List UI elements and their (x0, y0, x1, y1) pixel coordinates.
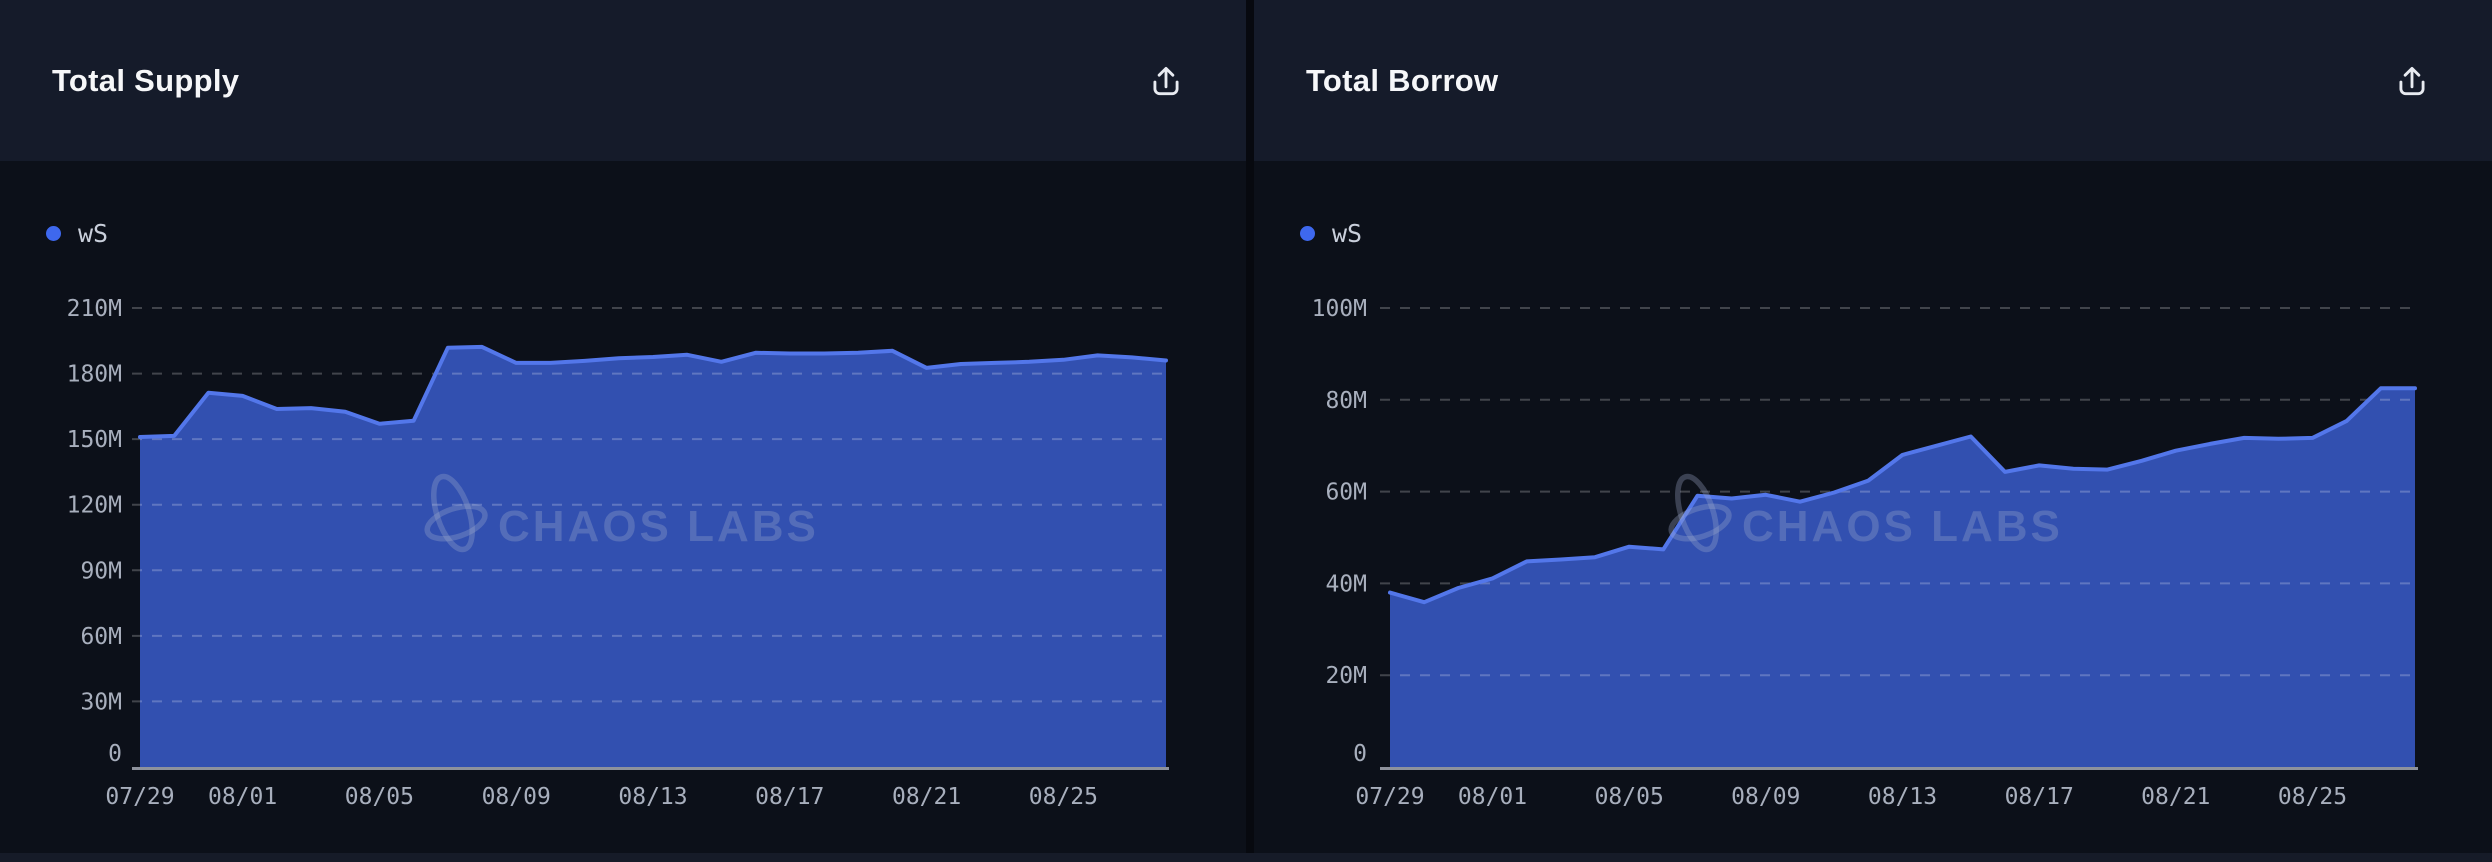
x-axis-label: 08/13 (618, 784, 687, 810)
y-axis-label: 30M (80, 689, 122, 715)
series-line (138, 344, 1168, 439)
y-axis-label: 80M (1325, 388, 1367, 414)
x-axis-label: 08/01 (208, 784, 277, 810)
watermark-text: CHAOS LABS (498, 502, 819, 551)
page-title-total-borrow: Total Borrow (1306, 62, 1499, 98)
chaos-labs-watermark: CHAOS LABS (424, 473, 819, 553)
y-axis-label: 0 (1353, 741, 1367, 767)
x-axis-label: 08/21 (892, 784, 961, 810)
chaos-labs-logo-icon (424, 473, 488, 553)
y-axis-label: 0 (108, 741, 122, 767)
x-axis-label: 08/17 (2005, 784, 2074, 810)
export-chart-button[interactable] (2388, 57, 2436, 105)
y-axis-label: 100M (1312, 296, 1367, 322)
share-export-icon (2399, 66, 2425, 96)
bottom-scroll-strip (0, 853, 2492, 862)
legend-label: wS (78, 219, 109, 248)
chaos-labs-watermark: CHAOS LABS (1668, 473, 2063, 553)
x-axis-label: 08/09 (1731, 784, 1800, 810)
x-axis-label: 08/21 (2141, 784, 2210, 810)
area-fill (140, 346, 1166, 767)
y-axis-label: 40M (1325, 571, 1367, 597)
legend-dot (46, 226, 61, 241)
y-axis-label: 90M (80, 558, 122, 584)
x-axis-label: 08/13 (1868, 784, 1937, 810)
total-supply-header: Total Supply (0, 0, 1246, 161)
x-axis-label: 07/29 (105, 784, 174, 810)
x-axis-label: 08/09 (482, 784, 551, 810)
y-axis-label: 120M (67, 493, 122, 519)
y-axis-label: 150M (67, 427, 122, 453)
y-axis-label: 60M (1325, 480, 1367, 506)
x-axis-label: 08/25 (2278, 784, 2347, 810)
legend-label: wS (1332, 219, 1363, 248)
x-axis-label: 08/25 (1029, 784, 1098, 810)
x-axis-label: 08/01 (1458, 784, 1527, 810)
legend-item-ws[interactable]: wS (1300, 219, 1362, 248)
total-supply-chart-canvas[interactable]: 0 30M 60M 90M 120M 150M 180M 210M 07/29 08/01 08/0… (0, 0, 1246, 853)
x-axis-label: 07/29 (1355, 784, 1424, 810)
legend-dot (1300, 226, 1315, 241)
x-axis-label: 08/05 (345, 784, 414, 810)
legend-item-ws[interactable]: wS (46, 219, 108, 248)
total-borrow-panel: Total Borrow wS 0 20M 40M 60M 80M 100M 07/29 08… (1254, 0, 2492, 853)
series-line (1388, 386, 2417, 605)
y-axis-label: 180M (67, 362, 122, 388)
total-borrow-chart-canvas[interactable]: 0 20M 40M 60M 80M 100M 07/29 08/01 08/05 08/09 08/… (1254, 0, 2492, 853)
total-supply-panel: Total Supply wS 0 30M 60M 90M 120M 150M 180M 21… (0, 0, 1246, 853)
y-axis-label: 60M (80, 624, 122, 650)
share-export-icon (1153, 66, 1179, 96)
x-axis-label: 08/05 (1595, 784, 1664, 810)
y-axis-label: 210M (67, 296, 122, 322)
x-axis-label: 08/17 (755, 784, 824, 810)
chaos-labs-logo-icon (1668, 473, 1732, 553)
total-borrow-header: Total Borrow (1254, 0, 2492, 161)
y-axis-label: 20M (1325, 663, 1367, 689)
area-fill (1390, 388, 2415, 767)
export-chart-button[interactable] (1142, 57, 1190, 105)
watermark-text: CHAOS LABS (1742, 502, 2063, 551)
page-title-total-supply: Total Supply (52, 62, 240, 98)
